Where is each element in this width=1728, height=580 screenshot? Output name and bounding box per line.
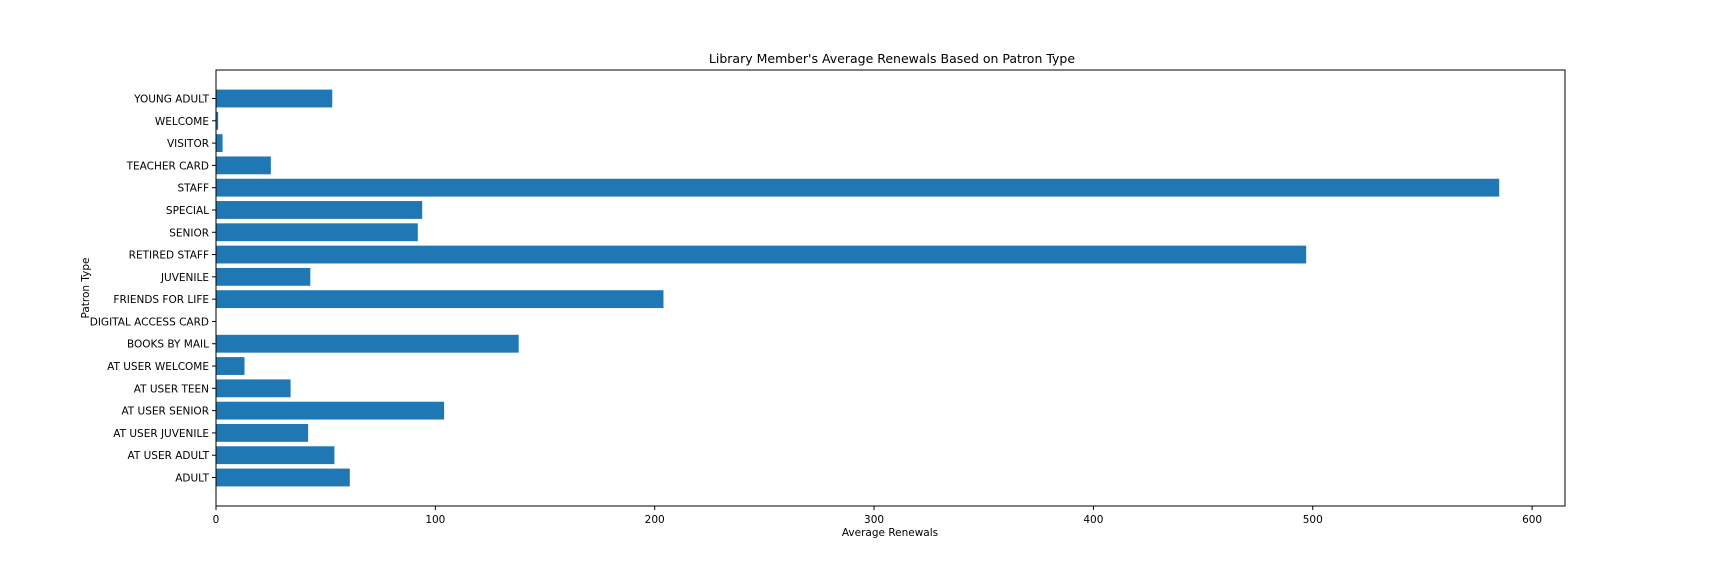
y-tick-label: DIGITAL ACCESS CARD	[90, 316, 209, 328]
x-tick-label: 600	[1522, 514, 1542, 526]
bars-layer	[216, 89, 1500, 487]
x-axis-ticks: 0 100 200 300 400 500 600	[213, 506, 1542, 526]
bar	[216, 401, 445, 420]
x-tick-label: 500	[1303, 514, 1323, 526]
x-tick-label: 100	[425, 514, 445, 526]
y-tick-label: AT USER WELCOME	[107, 361, 209, 373]
x-tick-label: 300	[864, 514, 884, 526]
chart-title: Library Member's Average Renewals Based …	[709, 51, 1075, 66]
bar	[216, 178, 1500, 197]
y-tick-label: ADULT	[175, 473, 209, 485]
y-tick-label: FRIENDS FOR LIFE	[113, 294, 209, 306]
y-tick-label: STAFF	[177, 183, 209, 195]
bar	[216, 379, 291, 398]
x-tick-label: 0	[213, 514, 220, 526]
y-tick-label: BOOKS BY MAIL	[127, 339, 209, 351]
bar	[216, 111, 219, 130]
y-tick-label: WELCOME	[155, 116, 209, 128]
x-tick-label: 400	[1083, 514, 1103, 526]
y-tick-label: YOUNG ADULT	[133, 94, 209, 106]
x-tick-label: 200	[645, 514, 665, 526]
y-tick-label: TEACHER CARD	[126, 160, 209, 172]
bar	[216, 89, 333, 108]
y-tick-label: AT USER TEEN	[134, 383, 209, 395]
plot-area-frame	[215, 69, 1566, 507]
bar	[216, 156, 271, 175]
y-tick-label: JUVENILE	[160, 272, 209, 284]
y-tick-label: AT USER ADULT	[127, 450, 209, 462]
bar	[216, 223, 418, 242]
y-tick-label: AT USER SENIOR	[121, 406, 209, 418]
bar	[216, 267, 311, 286]
y-axis-label: Patron Type	[80, 257, 92, 318]
y-tick-label: AT USER JUVENILE	[113, 428, 209, 440]
y-axis-ticks: ADULT AT USER ADULT AT USER JUVENILE AT USE…	[90, 94, 216, 485]
bar	[216, 134, 223, 153]
bar	[216, 357, 245, 375]
bar	[216, 334, 519, 353]
bar	[216, 468, 350, 487]
y-tick-label: RETIRED STAFF	[129, 250, 209, 262]
y-tick-label: SPECIAL	[166, 205, 209, 217]
bar	[216, 245, 1307, 264]
bar	[216, 446, 335, 465]
y-tick-label: SENIOR	[169, 227, 209, 239]
y-tick-label: VISITOR	[167, 138, 209, 150]
bar	[216, 423, 309, 442]
bar	[216, 290, 664, 309]
x-axis-label: Average Renewals	[842, 527, 938, 539]
bar	[216, 201, 423, 219]
